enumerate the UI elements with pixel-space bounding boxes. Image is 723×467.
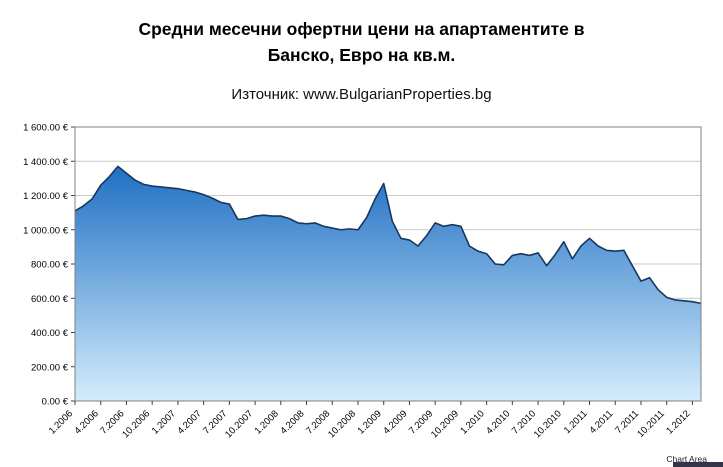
y-tick-label: 1 600.00 € bbox=[23, 123, 69, 134]
x-tick-label: 1.2010 bbox=[458, 408, 486, 436]
chart-title: Средни месечни офертни цени на апартамен… bbox=[0, 16, 723, 68]
area-series bbox=[75, 166, 701, 401]
x-tick-label: 4.2011 bbox=[588, 408, 616, 436]
corner-slab bbox=[673, 462, 723, 467]
x-tick-label: 4.2008 bbox=[278, 408, 306, 436]
x-tick-label: 10.2006 bbox=[120, 408, 152, 440]
y-tick-label: 400.00 € bbox=[31, 328, 69, 339]
x-tick-label: 1.2008 bbox=[253, 408, 281, 436]
x-tick-label: 4.2006 bbox=[73, 408, 101, 436]
x-tick-label: 10.2010 bbox=[532, 408, 564, 440]
y-tick-label: 1 200.00 € bbox=[23, 191, 69, 202]
chart-title-line1: Средни месечни офертни цени на апартамен… bbox=[138, 19, 585, 39]
y-tick-label: 800.00 € bbox=[31, 260, 69, 271]
x-tick-label: 1.2007 bbox=[150, 408, 178, 436]
x-tick-label: 4.2009 bbox=[381, 408, 409, 436]
x-tick-label: 10.2011 bbox=[635, 408, 667, 440]
x-tick-label: 4.2010 bbox=[484, 408, 512, 436]
chart-source: Източник: www.BulgarianProperties.bg bbox=[231, 86, 492, 103]
series-line bbox=[74, 165, 702, 305]
x-tick-label: 4.2007 bbox=[175, 408, 203, 436]
x-tick-label: 1.2009 bbox=[356, 408, 384, 436]
y-tick-label: 600.00 € bbox=[31, 294, 69, 305]
x-tick-label: 1.2006 bbox=[47, 408, 75, 436]
plot-border bbox=[74, 126, 702, 402]
chart-area-tooltip: Chart Area bbox=[664, 454, 709, 464]
x-tick-label: 10.2009 bbox=[429, 408, 461, 440]
x-tick-label: 1.2011 bbox=[562, 408, 590, 436]
y-tick-label: 0.00 € bbox=[42, 397, 69, 408]
y-tick-label: 200.00 € bbox=[31, 362, 69, 373]
x-tick-label: 1.2012 bbox=[664, 408, 692, 436]
x-tick-label: 10.2007 bbox=[223, 408, 255, 440]
y-tick-label: 1 000.00 € bbox=[23, 225, 69, 236]
x-tick-label: 10.2008 bbox=[326, 408, 358, 440]
chart-title-line2: Банско, Евро на кв.м. bbox=[267, 45, 456, 65]
y-tick-label: 1 400.00 € bbox=[23, 157, 69, 168]
